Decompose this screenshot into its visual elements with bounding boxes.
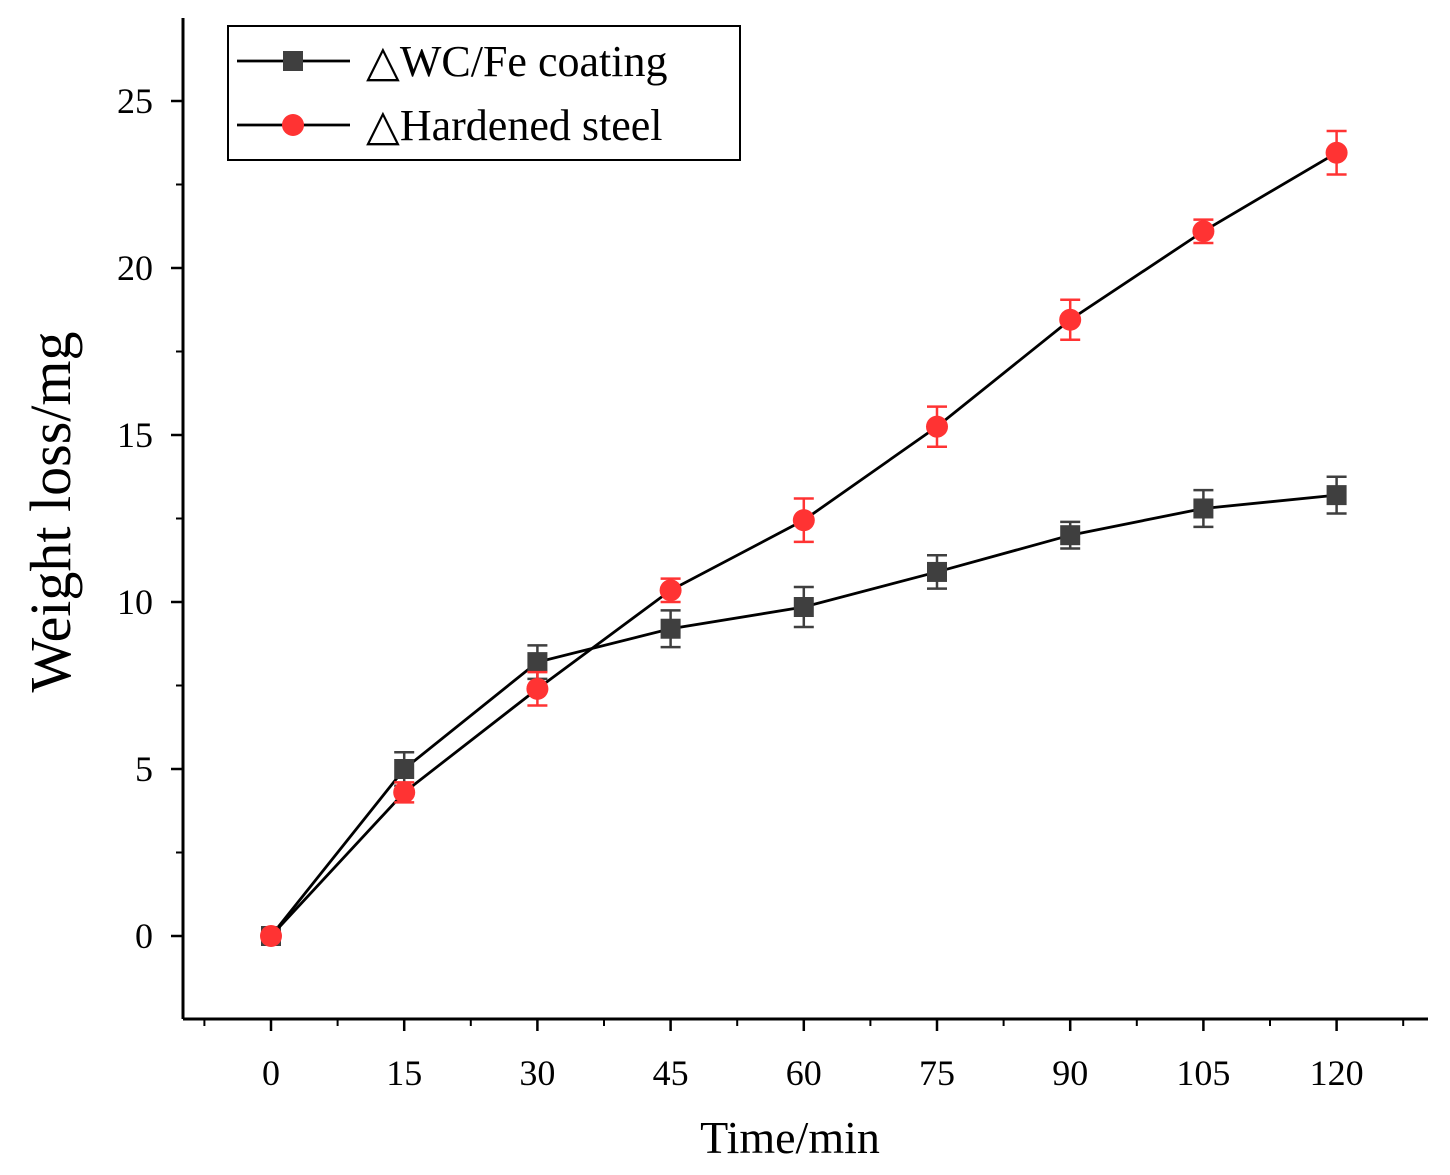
y-tick-label: 10: [117, 582, 153, 622]
series-line: [269, 493, 1337, 937]
legend-label: △WC/Fe coating: [366, 37, 667, 86]
x-tick-label: 0: [262, 1053, 280, 1093]
x-tick-label: 105: [1176, 1053, 1230, 1093]
data-point-circle: [1192, 220, 1215, 243]
data-point-square: [1193, 498, 1214, 519]
x-tick-label: 30: [519, 1053, 555, 1093]
x-tick-label: 90: [1052, 1053, 1088, 1093]
y-tick-label: 0: [135, 916, 153, 956]
x-tick-label: 60: [786, 1053, 822, 1093]
data-point-circle: [526, 677, 549, 700]
data-point-square: [927, 561, 947, 582]
data-point-square: [660, 618, 681, 639]
series-line: [269, 151, 1338, 937]
data-point-square: [1326, 485, 1347, 506]
y-tick-label: 20: [117, 248, 153, 288]
data-point-circle: [926, 415, 948, 438]
data-point-circle: [1325, 141, 1348, 164]
y-tick-label: 25: [117, 81, 153, 121]
y-tick-label: 15: [117, 415, 153, 455]
x-tick-label: 75: [919, 1053, 955, 1093]
legend: △WC/Fe coating △Hardened steel: [227, 25, 741, 161]
data-point-circle: [260, 925, 282, 947]
data-point-square: [394, 759, 415, 779]
legend-label: △Hardened steel: [366, 101, 662, 150]
y-axis-title: Weight loss/mg: [18, 331, 83, 692]
legend-marker-square: [283, 51, 303, 71]
data-point-circle: [659, 579, 682, 602]
legend-marker-circle: [282, 114, 304, 136]
x-tick-label: 120: [1310, 1053, 1364, 1093]
data-point-square: [793, 597, 814, 618]
legend-box: [227, 25, 741, 161]
data-point-square: [1060, 525, 1081, 546]
series-1: [261, 475, 1347, 946]
data-point-circle: [1059, 308, 1082, 331]
x-tick-label: 15: [386, 1053, 422, 1093]
axes: 0 15 30 45 60 75 90 105 120 0 5 10 15 20 25: [117, 18, 1428, 1093]
data-point-circle: [393, 781, 416, 804]
data-point-square: [527, 652, 548, 673]
series-layer: [260, 129, 1348, 947]
series-2: [260, 129, 1348, 947]
x-axis-title: Time/min: [700, 1112, 880, 1163]
y-tick-label: 5: [135, 749, 153, 789]
data-point-circle: [792, 509, 815, 532]
x-tick-label: 45: [653, 1053, 689, 1093]
